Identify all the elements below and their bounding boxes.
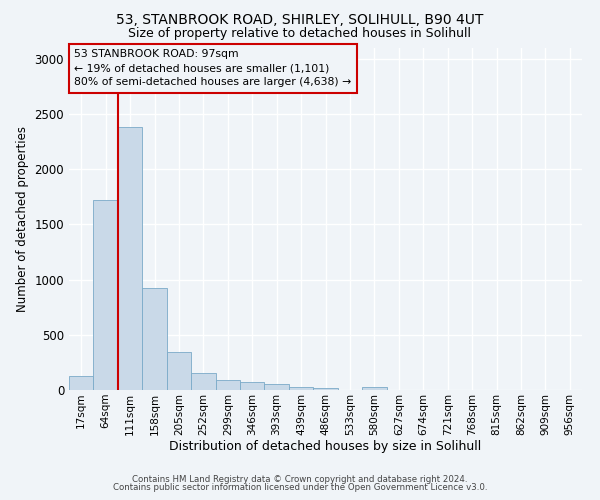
Bar (167, 352, 191, 390)
Text: 53, STANBROOK ROAD, SHIRLEY, SOLIHULL, B90 4UT: 53, STANBROOK ROAD, SHIRLEY, SOLIHULL, B… (116, 12, 484, 26)
Bar (289, 387, 313, 390)
Bar (215, 380, 240, 390)
Text: Contains public sector information licensed under the Open Government Licence v3: Contains public sector information licen… (113, 484, 487, 492)
Bar (94, 200, 118, 390)
Bar (142, 288, 167, 390)
Bar (118, 127, 142, 390)
Bar (265, 384, 289, 390)
Bar (313, 388, 338, 390)
X-axis label: Distribution of detached houses by size in Solihull: Distribution of detached houses by size … (169, 440, 482, 454)
Text: 53 STANBROOK ROAD: 97sqm
← 19% of detached houses are smaller (1,101)
80% of sem: 53 STANBROOK ROAD: 97sqm ← 19% of detach… (74, 49, 352, 87)
Bar (69, 376, 94, 390)
Y-axis label: Number of detached properties: Number of detached properties (16, 126, 29, 312)
Bar (191, 373, 215, 390)
Text: Size of property relative to detached houses in Solihull: Size of property relative to detached ho… (128, 28, 472, 40)
Bar (362, 386, 386, 390)
Text: Contains HM Land Registry data © Crown copyright and database right 2024.: Contains HM Land Registry data © Crown c… (132, 475, 468, 484)
Bar (240, 382, 265, 390)
